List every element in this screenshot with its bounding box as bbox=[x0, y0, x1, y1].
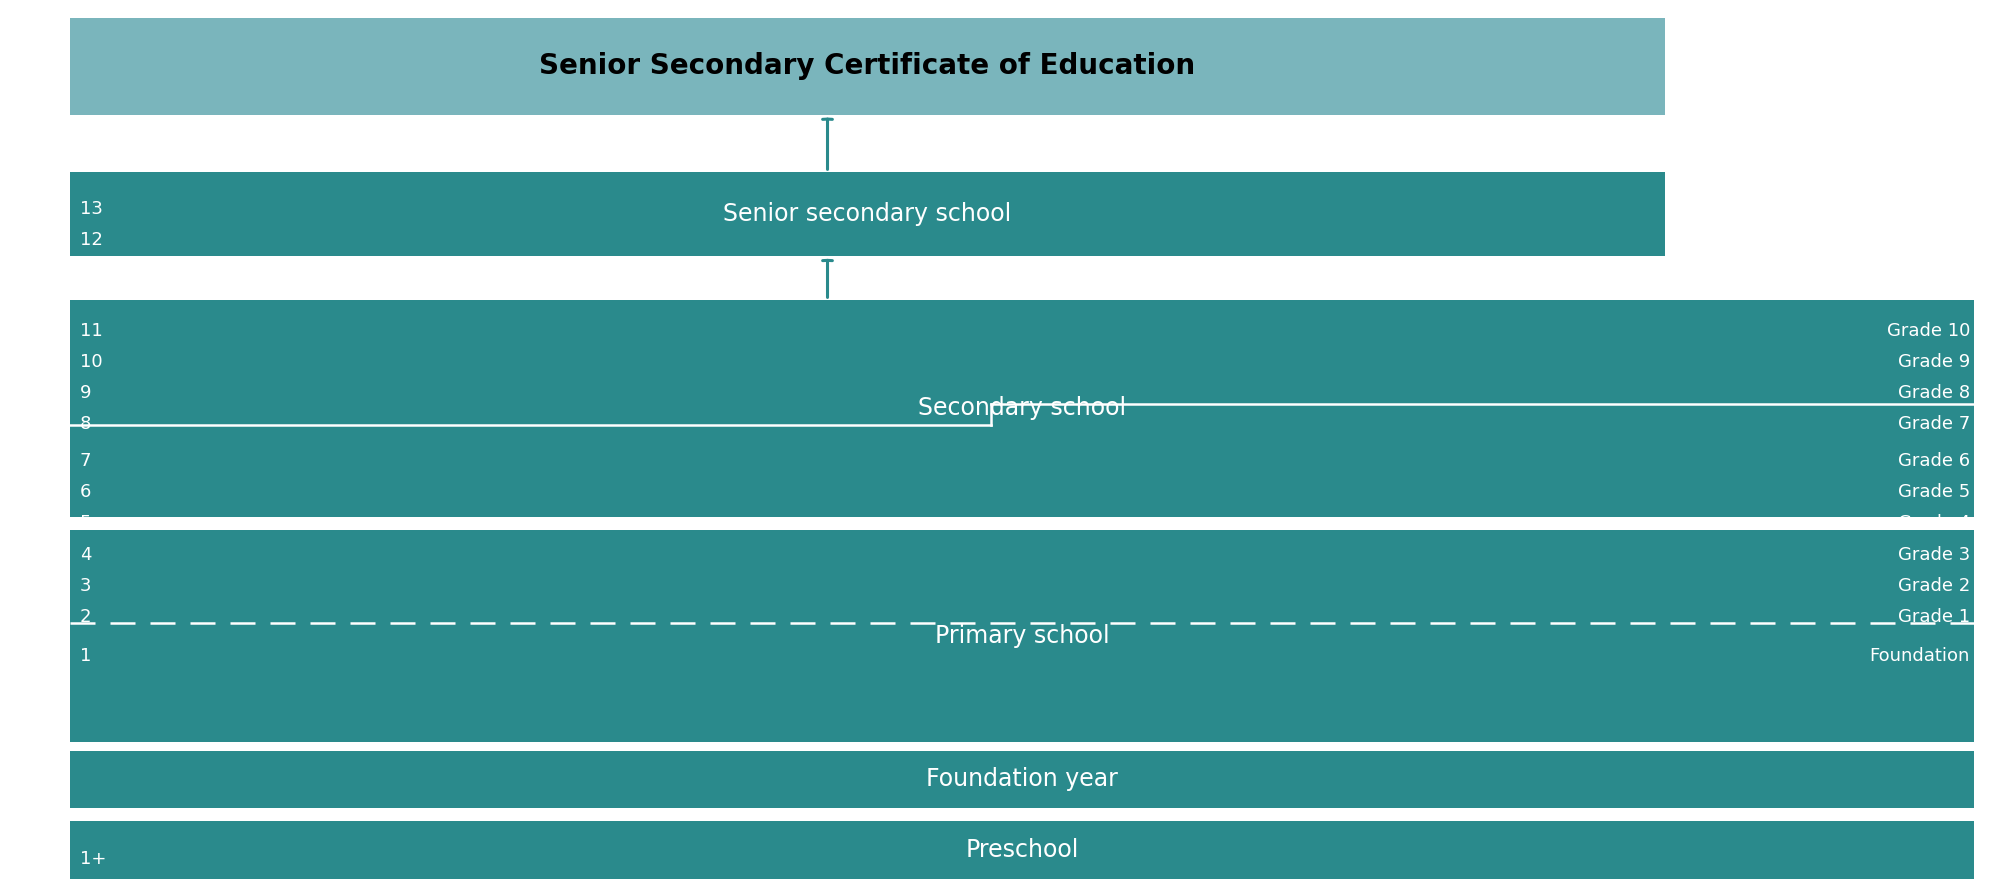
Text: Grade 8: Grade 8 bbox=[1898, 384, 1970, 402]
Text: Foundation year: Foundation year bbox=[925, 767, 1119, 791]
Text: Secondary school: Secondary school bbox=[917, 396, 1127, 420]
Text: 6: 6 bbox=[80, 483, 92, 501]
Bar bbox=[70, 300, 1974, 517]
Text: Grade 7: Grade 7 bbox=[1898, 415, 1970, 433]
Bar bbox=[70, 18, 1665, 115]
Text: 9: 9 bbox=[80, 384, 92, 402]
Text: Grade 6: Grade 6 bbox=[1898, 452, 1970, 470]
Text: 11: 11 bbox=[80, 322, 102, 340]
Text: 5: 5 bbox=[80, 514, 92, 532]
Bar bbox=[70, 530, 1974, 742]
Text: Grade 3: Grade 3 bbox=[1898, 546, 1970, 563]
Text: Grade 2: Grade 2 bbox=[1898, 577, 1970, 594]
Text: Primary school: Primary school bbox=[935, 623, 1109, 648]
Text: Preschool: Preschool bbox=[965, 838, 1079, 862]
Bar bbox=[70, 821, 1974, 879]
Text: 12: 12 bbox=[80, 231, 102, 249]
Text: 7: 7 bbox=[80, 452, 92, 470]
Bar bbox=[70, 172, 1665, 256]
Text: Grade 5: Grade 5 bbox=[1898, 483, 1970, 501]
Text: 3: 3 bbox=[80, 577, 92, 594]
Text: Senior secondary school: Senior secondary school bbox=[724, 202, 1011, 226]
Text: 2: 2 bbox=[80, 608, 92, 625]
Text: Grade 1: Grade 1 bbox=[1898, 608, 1970, 625]
Text: Foundation: Foundation bbox=[1870, 647, 1970, 665]
Bar bbox=[70, 751, 1974, 808]
Text: 10: 10 bbox=[80, 353, 102, 371]
Text: 4: 4 bbox=[80, 546, 92, 563]
Text: Grade 4: Grade 4 bbox=[1898, 514, 1970, 532]
Text: Grade 9: Grade 9 bbox=[1898, 353, 1970, 371]
Text: Grade 10: Grade 10 bbox=[1886, 322, 1970, 340]
Text: 8: 8 bbox=[80, 415, 92, 433]
Text: 1: 1 bbox=[80, 647, 92, 665]
Text: Senior Secondary Certificate of Education: Senior Secondary Certificate of Educatio… bbox=[538, 52, 1196, 80]
Text: 13: 13 bbox=[80, 200, 102, 217]
Text: 1+: 1+ bbox=[80, 850, 106, 868]
